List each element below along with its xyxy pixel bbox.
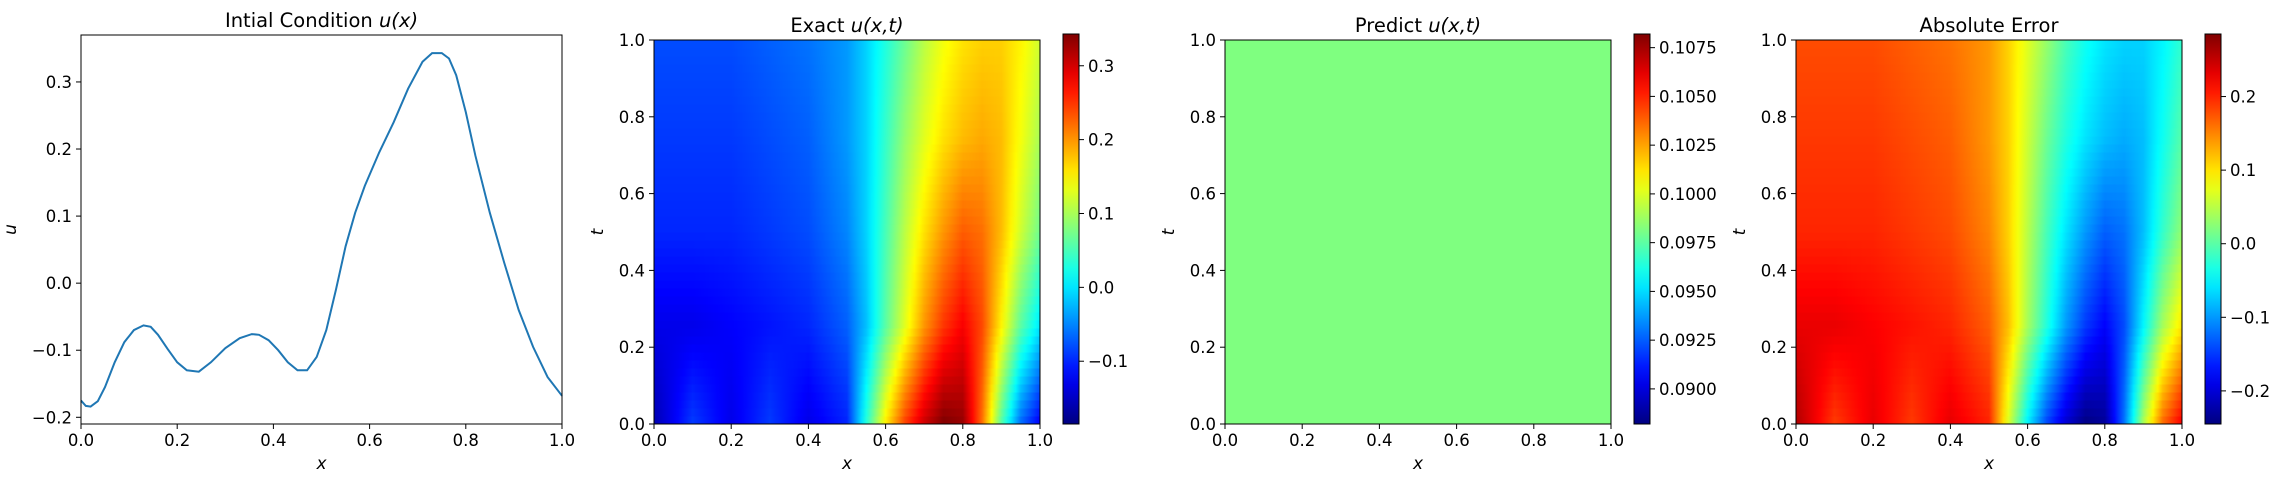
figure: Intial Condition u(x)0.0 0.2 0.4 0.6 0.8 1.0x… [1,9,2270,474]
